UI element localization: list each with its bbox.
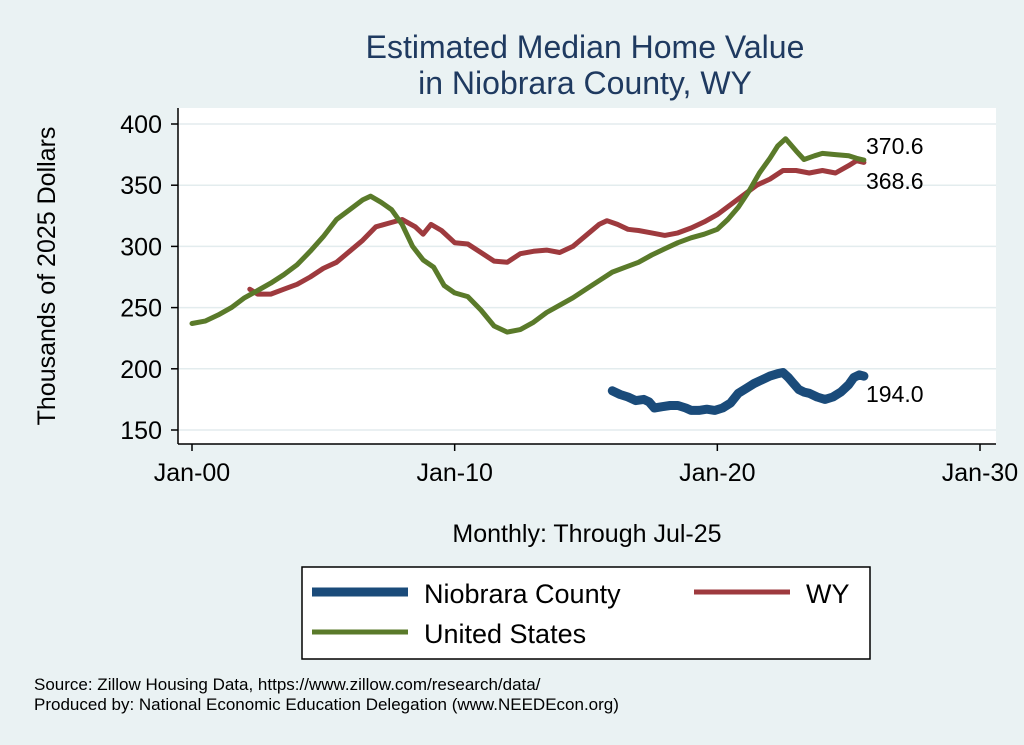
legend-label-united-states: United States — [424, 619, 586, 649]
source-note: Source: Zillow Housing Data, https://www… — [34, 675, 541, 694]
y-tick-label-250: 250 — [120, 295, 162, 323]
legend-label-wy: WY — [806, 579, 850, 609]
series-line-wy — [247, 158, 867, 297]
end-labels: 370.6 368.6 194.0 — [866, 133, 924, 407]
y-tick-label-350: 350 — [120, 172, 162, 200]
y-axis-title: Thousands of 2025 Dollars — [33, 127, 61, 426]
series-line-united-states — [189, 136, 867, 335]
series-layer — [189, 136, 869, 415]
y-tick-label-150: 150 — [120, 417, 162, 445]
x-axis-title: Monthly: Through Jul-25 — [452, 520, 721, 548]
y-axis: 150 200 250 300 350 400 — [120, 108, 179, 445]
y-tick-label-200: 200 — [120, 356, 162, 384]
end-label-niobrara: 194.0 — [866, 381, 924, 407]
producer-note: Produced by: National Economic Education… — [34, 695, 619, 714]
series-line-niobrara-county — [607, 368, 869, 415]
x-axis: Jan-00 Jan-10 Jan-20 Jan-30 — [154, 443, 1018, 487]
end-label-wy: 368.6 — [866, 168, 924, 194]
chart-title-line-2: in Niobrara County, WY — [418, 65, 752, 101]
legend: Niobrara County WY United States — [301, 566, 871, 660]
legend-label-niobrara: Niobrara County — [424, 579, 621, 609]
legend-box — [301, 566, 871, 660]
x-tick-label-jan-30: Jan-30 — [942, 459, 1018, 487]
y-tick-label-300: 300 — [120, 233, 162, 261]
x-tick-label-jan-20: Jan-20 — [679, 459, 755, 487]
x-tick-label-jan-10: Jan-10 — [416, 459, 492, 487]
y-tick-label-400: 400 — [120, 111, 162, 139]
chart-title-line-1: Estimated Median Home Value — [366, 29, 805, 65]
x-tick-label-jan-00: Jan-00 — [154, 459, 230, 487]
end-label-united-states: 370.6 — [866, 133, 924, 159]
